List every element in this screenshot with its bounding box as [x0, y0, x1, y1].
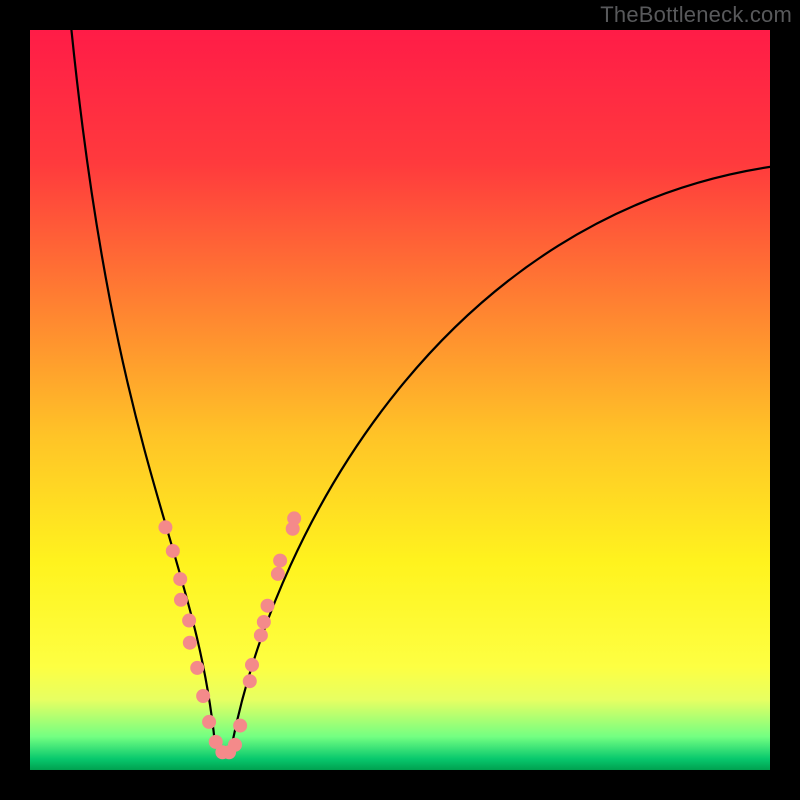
data-marker: [182, 614, 196, 628]
data-marker: [271, 567, 285, 581]
data-marker: [254, 628, 268, 642]
chart-plot-background: [30, 30, 770, 770]
data-marker: [174, 593, 188, 607]
data-marker: [257, 615, 271, 629]
data-marker: [166, 544, 180, 558]
data-marker: [243, 674, 257, 688]
data-marker: [273, 554, 287, 568]
data-marker: [233, 719, 247, 733]
data-marker: [158, 520, 172, 534]
data-marker: [245, 658, 259, 672]
data-marker: [183, 636, 197, 650]
data-marker: [202, 715, 216, 729]
bottleneck-chart: [0, 0, 800, 800]
chart-container: TheBottleneck.com: [0, 0, 800, 800]
data-marker: [196, 689, 210, 703]
data-marker: [173, 572, 187, 586]
data-marker: [190, 661, 204, 675]
watermark-text: TheBottleneck.com: [600, 2, 792, 28]
data-marker: [228, 738, 242, 752]
data-marker: [287, 511, 301, 525]
data-marker: [261, 599, 275, 613]
